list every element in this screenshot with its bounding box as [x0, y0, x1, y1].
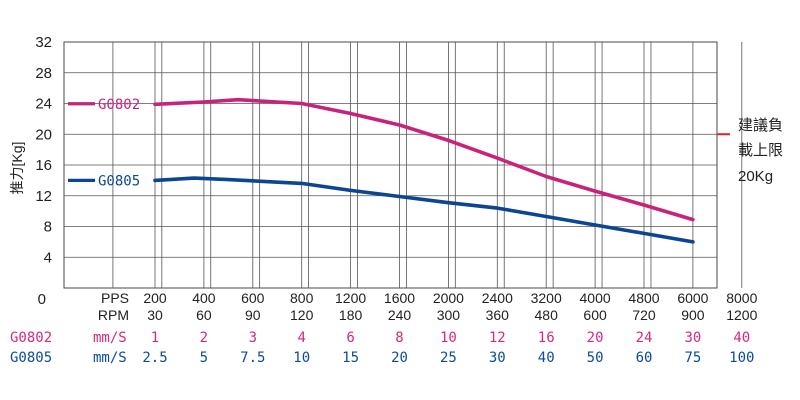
tick-rpm: 30 [147, 307, 163, 323]
y-tick-label: 8 [44, 219, 52, 236]
speed-g0805: 25 [440, 350, 457, 366]
y-tick-label: 12 [35, 188, 52, 205]
speed-g0802: 24 [636, 330, 653, 346]
legend-label-g0802: G0802 [98, 97, 140, 113]
tick-pps: 1600 [384, 290, 415, 306]
load-note-line2: 載上限 [738, 142, 783, 159]
chart-grid [63, 41, 743, 289]
row-model-g0805: G0805 [10, 350, 52, 366]
tick-rpm: 480 [535, 307, 559, 323]
tick-pps: 4000 [580, 290, 611, 306]
row-model-g0802: G0802 [10, 330, 52, 346]
tick-rpm: 900 [681, 307, 705, 323]
tick-rpm: 90 [245, 307, 261, 323]
tick-rpm: 1200 [726, 307, 757, 323]
speed-g0805: 100 [729, 350, 754, 366]
y-axis-label: 推力[Kg] [9, 142, 25, 195]
tick-rpm: 300 [437, 307, 461, 323]
series-line-g0805 [153, 176, 695, 244]
y-tick-label: 32 [35, 34, 52, 51]
tick-pps: 800 [290, 290, 314, 306]
speed-g0805: 20 [391, 350, 408, 366]
speed-g0802: 6 [346, 330, 354, 346]
series-lines [153, 97, 695, 244]
y-tick-label: 0 [38, 291, 46, 308]
tick-rpm: 240 [388, 307, 412, 323]
speed-g0802: 2 [200, 330, 208, 346]
speed-g0802: 10 [440, 330, 457, 346]
speed-g0802: 20 [587, 330, 604, 346]
speed-g0805: 7.5 [240, 350, 265, 366]
tick-pps: 6000 [677, 290, 708, 306]
tick-pps: 600 [241, 290, 265, 306]
y-tick-label: 24 [35, 96, 52, 113]
row-unit-g0805: mm/S [93, 350, 127, 366]
row-label-rpm: RPM [98, 307, 129, 323]
tick-rpm: 180 [339, 307, 363, 323]
speed-g0805: 60 [636, 350, 653, 366]
speed-g0805: 15 [342, 350, 359, 366]
speed-g0805: 75 [684, 350, 701, 366]
speed-g0802: 16 [538, 330, 555, 346]
speed-g0802: 3 [249, 330, 257, 346]
load-note-line3: 20Kg [738, 168, 773, 185]
speed-g0802: 40 [733, 330, 750, 346]
speed-g0802: 8 [395, 330, 403, 346]
tick-pps: 8000 [726, 290, 757, 306]
row-label-pps: PPS [101, 290, 129, 306]
tick-pps: 3200 [531, 290, 562, 306]
speed-g0802: 1 [151, 330, 159, 346]
tick-pps: 2400 [482, 290, 513, 306]
tick-pps: 200 [143, 290, 167, 306]
tick-pps: 4800 [628, 290, 659, 306]
y-tick-label: 4 [44, 249, 52, 266]
y-tick-label: 20 [35, 126, 52, 143]
y-tick-label: 16 [35, 157, 52, 174]
tick-rpm: 60 [196, 307, 212, 323]
speed-g0805: 2.5 [142, 350, 167, 366]
y-tick-label: 28 [35, 65, 52, 82]
speed-g0805: 10 [293, 350, 310, 366]
tick-rpm: 600 [583, 307, 607, 323]
speed-g0805: 50 [587, 350, 604, 366]
series-legend: G0802 G0805 [68, 97, 140, 189]
speed-g0805: 5 [200, 350, 208, 366]
speed-g0802: 30 [684, 330, 701, 346]
tick-pps: 400 [192, 290, 216, 306]
speed-g0802: 4 [297, 330, 305, 346]
tick-rpm: 360 [486, 307, 510, 323]
tick-rpm: 720 [632, 307, 656, 323]
speed-g0802: 12 [489, 330, 506, 346]
load-note-line1: 建議負 [738, 116, 783, 134]
tick-rpm: 120 [290, 307, 314, 323]
row-unit-g0802: mm/S [93, 330, 127, 346]
legend-label-g0805: G0805 [98, 173, 140, 189]
tick-pps: 2000 [433, 290, 464, 306]
tick-pps: 1200 [335, 290, 366, 306]
x-axis-rows: PPS 200 400 600 800 1200 1600 2000 2400 3200 4000 4… [10, 290, 758, 366]
y-axis-ticks: 32 28 24 20 16 12 8 4 0 [35, 34, 52, 308]
series-line-g0802 [153, 97, 695, 222]
speed-g0805: 40 [538, 350, 555, 366]
speed-g0805: 30 [489, 350, 506, 366]
